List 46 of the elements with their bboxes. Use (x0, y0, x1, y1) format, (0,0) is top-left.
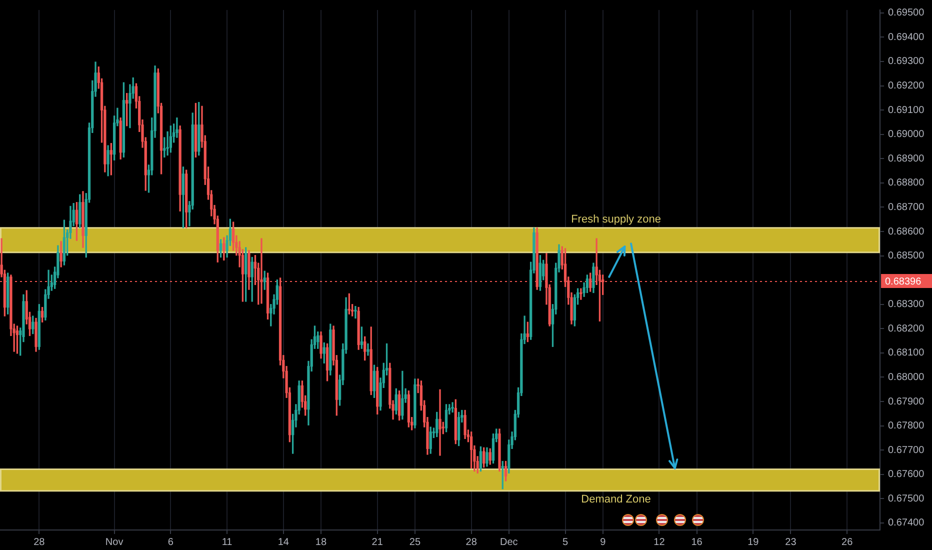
x-tick-label: 28 (466, 536, 478, 548)
y-tick-label: 0.67500 (888, 493, 925, 504)
x-tick-label: 23 (785, 536, 797, 548)
y-tick-label: 0.69200 (888, 80, 925, 92)
candlestick (451, 402, 454, 413)
candlestick (580, 288, 582, 300)
x-tick-label: 11 (222, 536, 233, 548)
x-tick-label: 12 (654, 536, 666, 548)
y-tick-label: 0.67700 (888, 444, 925, 456)
y-tick-label: 0.69000 (888, 129, 925, 140)
x-tick-label: Dec (500, 536, 518, 548)
y-tick-label: 0.67900 (888, 396, 925, 408)
y-tick-label: 0.68200 (888, 323, 925, 334)
y-tick-label: 0.69500 (888, 8, 925, 19)
x-tick-label: 14 (278, 536, 290, 548)
x-tick-label: 6 (168, 536, 174, 548)
x-tick-label: 16 (691, 536, 703, 548)
candlestick (260, 238, 263, 304)
x-tick-label: Nov (105, 536, 124, 548)
y-tick-label: 0.68700 (888, 202, 925, 213)
candlestick (354, 306, 357, 319)
y-tick-label: 0.68600 (888, 226, 925, 238)
y-tick-label: 0.67800 (888, 420, 925, 432)
x-tick-label: 25 (409, 536, 421, 548)
band-label: Demand Zone (581, 493, 651, 506)
y-tick-label: 0.67600 (888, 469, 925, 480)
y-tick-label: 0.69300 (888, 56, 925, 68)
y-tick-label: 0.68300 (888, 299, 925, 310)
x-tick-label: 19 (748, 536, 760, 548)
x-tick-label: 5 (562, 536, 568, 548)
x-tick-label: 18 (315, 536, 327, 548)
x-tick-label: 9 (600, 536, 606, 548)
y-tick-label: 0.68000 (888, 372, 925, 383)
y-tick-label: 0.68900 (888, 153, 925, 164)
candlestick (438, 389, 442, 456)
x-tick-label: 21 (372, 536, 384, 548)
y-tick-label: 0.69400 (888, 32, 925, 43)
y-tick-label: 0.67400 (888, 518, 925, 529)
y-tick-label: 0.69100 (888, 104, 925, 116)
band-label: Fresh supply zone (571, 213, 661, 226)
x-tick-label: 26 (842, 536, 854, 548)
y-tick-label: 0.68500 (888, 250, 925, 262)
ref-line-label: 0.68396 (885, 276, 922, 288)
y-tick-label: 0.68800 (888, 178, 925, 189)
x-tick-label: 28 (34, 536, 46, 548)
y-tick-label: 0.68100 (888, 348, 925, 359)
